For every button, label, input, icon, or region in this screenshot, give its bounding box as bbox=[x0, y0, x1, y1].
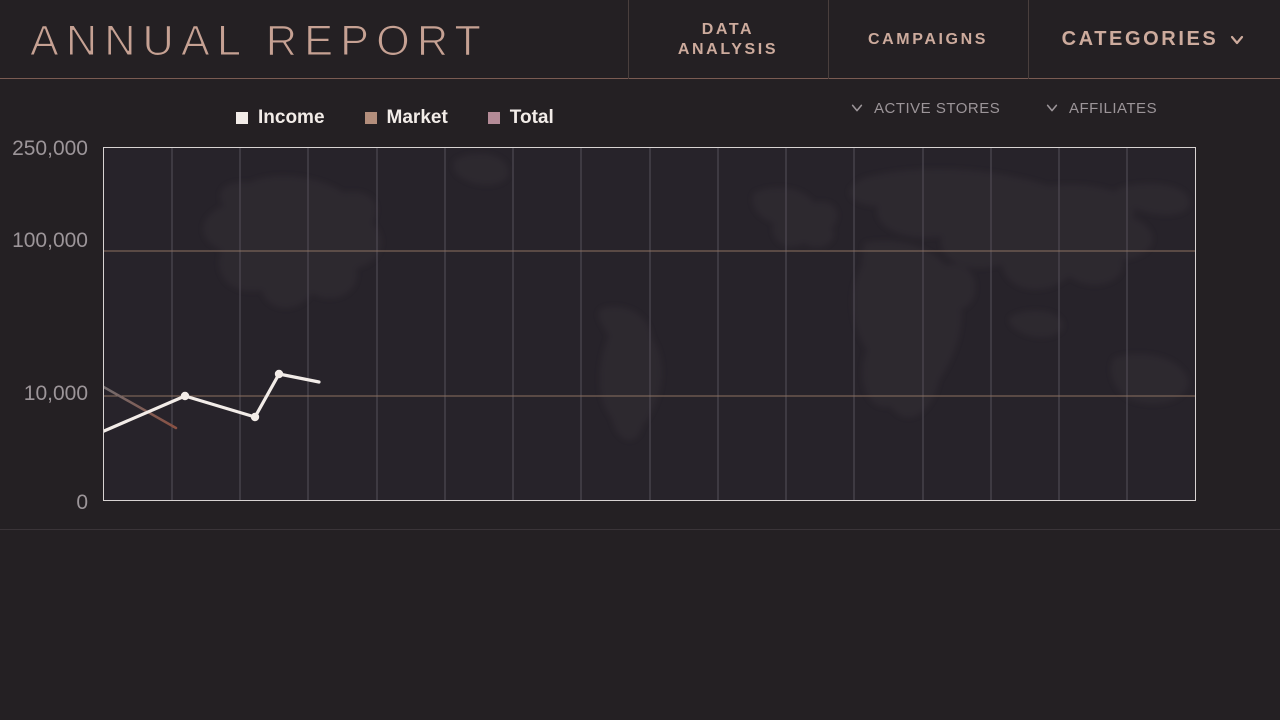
svg-text:ANNUAL REPORT: ANNUAL REPORT bbox=[30, 17, 488, 65]
